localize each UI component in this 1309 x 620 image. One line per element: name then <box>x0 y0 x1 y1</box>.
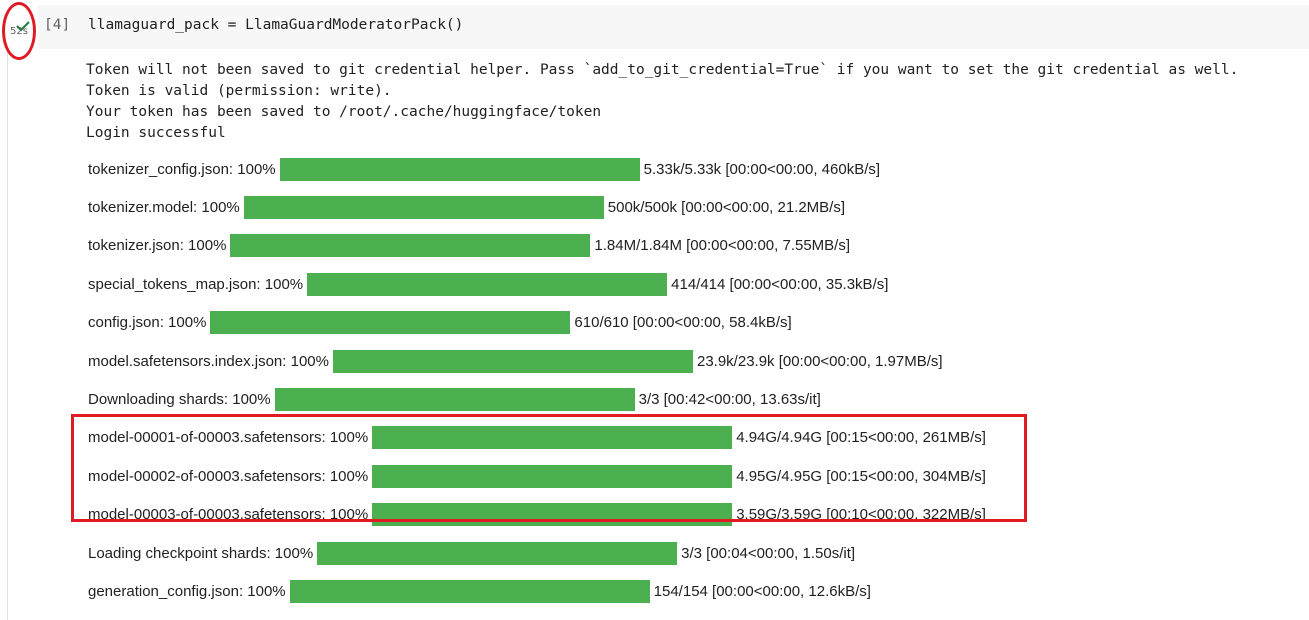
progress-stats: 3/3 [00:42<00:00, 13.63s/it] <box>638 391 821 409</box>
progress-row: tokenizer.json: 100% 1.84M/1.84M [00:00<0… <box>88 227 986 265</box>
code-text[interactable]: llamaguard_pack = LlamaGuardModeratorPac… <box>88 17 464 33</box>
progress-row: config.json: 100% 610/610 [00:00<00:00, 5… <box>88 304 986 342</box>
output-gutter <box>7 52 8 620</box>
progress-stats: 1.84M/1.84M [00:00<00:00, 7.55MB/s] <box>594 237 851 255</box>
progress-bar <box>307 272 668 296</box>
code-cell[interactable] <box>38 5 1309 49</box>
progress-stats: 23.9k/23.9k [00:00<00:00, 1.97MB/s] <box>696 352 943 370</box>
progress-stats: 3/3 [00:04<00:00, 1.50s/it] <box>681 544 856 562</box>
progress-label: config.json: 100% <box>88 314 207 332</box>
progress-label: model-00002-of-00003.safetensors: 100% <box>88 467 369 485</box>
progress-label: special_tokens_map.json: 100% <box>88 275 304 293</box>
progress-bar <box>372 426 733 450</box>
progress-row: special_tokens_map.json: 100% 414/414 [00… <box>88 265 986 303</box>
log-line: Token is valid (permission: write). <box>86 83 392 99</box>
log-output: Token will not been saved to git credent… <box>86 60 1238 144</box>
progress-bar <box>279 157 640 181</box>
progress-stats: 5.33k/5.33k [00:00<00:00, 460kB/s] <box>643 160 881 178</box>
progress-bar <box>289 579 650 603</box>
progress-label: generation_config.json: 100% <box>88 582 286 600</box>
progress-row: tokenizer_config.json: 100% 5.33k/5.33k [… <box>88 150 986 188</box>
progress-bar <box>230 234 591 258</box>
progress-stats: 414/414 [00:00<00:00, 35.3kB/s] <box>671 275 889 293</box>
execution-count: [4] <box>44 17 71 33</box>
progress-label: model-00003-of-00003.safetensors: 100% <box>88 506 369 524</box>
progress-row: model-00002-of-00003.safetensors: 100% 4.… <box>88 457 986 495</box>
progress-row: Downloading shards: 100% 3/3 [00:42<00:00… <box>88 380 986 418</box>
progress-bar <box>332 349 693 373</box>
progress-bar <box>274 388 635 412</box>
progress-label: tokenizer.json: 100% <box>88 237 227 255</box>
log-line: Login successful <box>86 125 226 141</box>
progress-stats: 4.94G/4.94G [00:15<00:00, 261MB/s] <box>736 429 986 447</box>
progress-stats: 4.95G/4.95G [00:15<00:00, 304MB/s] <box>736 467 986 485</box>
highlight-circle <box>2 2 36 60</box>
progress-row: generation_config.json: 100% 154/154 [00:… <box>88 572 986 610</box>
progress-bar <box>210 311 571 335</box>
log-line: Your token has been saved to /root/.cach… <box>86 104 602 120</box>
progress-list: tokenizer_config.json: 100% 5.33k/5.33k [… <box>88 150 986 611</box>
progress-stats: 154/154 [00:00<00:00, 12.6kB/s] <box>653 582 871 600</box>
progress-label: model-00001-of-00003.safetensors: 100% <box>88 429 369 447</box>
progress-label: tokenizer.model: 100% <box>88 199 240 217</box>
progress-bar <box>372 464 733 488</box>
progress-row: tokenizer.model: 100% 500k/500k [00:00<00… <box>88 188 986 226</box>
progress-stats: 610/610 [00:00<00:00, 58.4kB/s] <box>574 314 792 332</box>
progress-stats: 3.59G/3.59G [00:10<00:00, 322MB/s] <box>736 506 986 524</box>
progress-label: model.safetensors.index.json: 100% <box>88 352 329 370</box>
progress-label: Loading checkpoint shards: 100% <box>88 544 314 562</box>
progress-row: Loading checkpoint shards: 100% 3/3 [00:0… <box>88 534 986 572</box>
progress-bar <box>243 196 604 220</box>
progress-stats: 500k/500k [00:00<00:00, 21.2MB/s] <box>607 199 846 217</box>
progress-label: Downloading shards: 100% <box>88 391 271 409</box>
progress-label: tokenizer_config.json: 100% <box>88 160 276 178</box>
progress-row: model.safetensors.index.json: 100% 23.9k/… <box>88 342 986 380</box>
progress-bar <box>317 541 678 565</box>
progress-row: model-00001-of-00003.safetensors: 100% 4.… <box>88 419 986 457</box>
highlight-box <box>71 414 1027 522</box>
log-line: Token will not been saved to git credent… <box>86 62 1239 78</box>
